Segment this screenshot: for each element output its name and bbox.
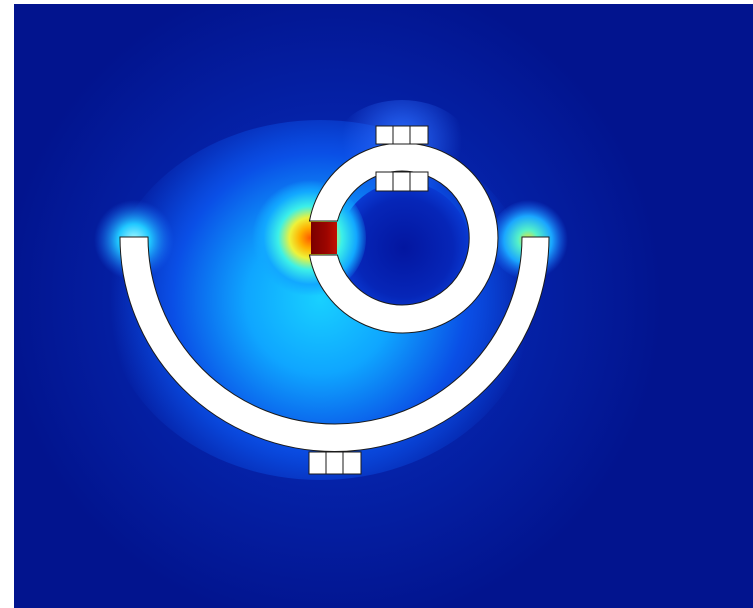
- port-block-bottom: [308, 451, 362, 475]
- split-gap-field: [311, 222, 337, 254]
- port-block-inner: [375, 171, 429, 192]
- port-block-top: [375, 125, 429, 145]
- outer-half-ring: [119, 236, 550, 452]
- inner-ring-field: [338, 182, 470, 314]
- inner-split-ring: [308, 142, 499, 334]
